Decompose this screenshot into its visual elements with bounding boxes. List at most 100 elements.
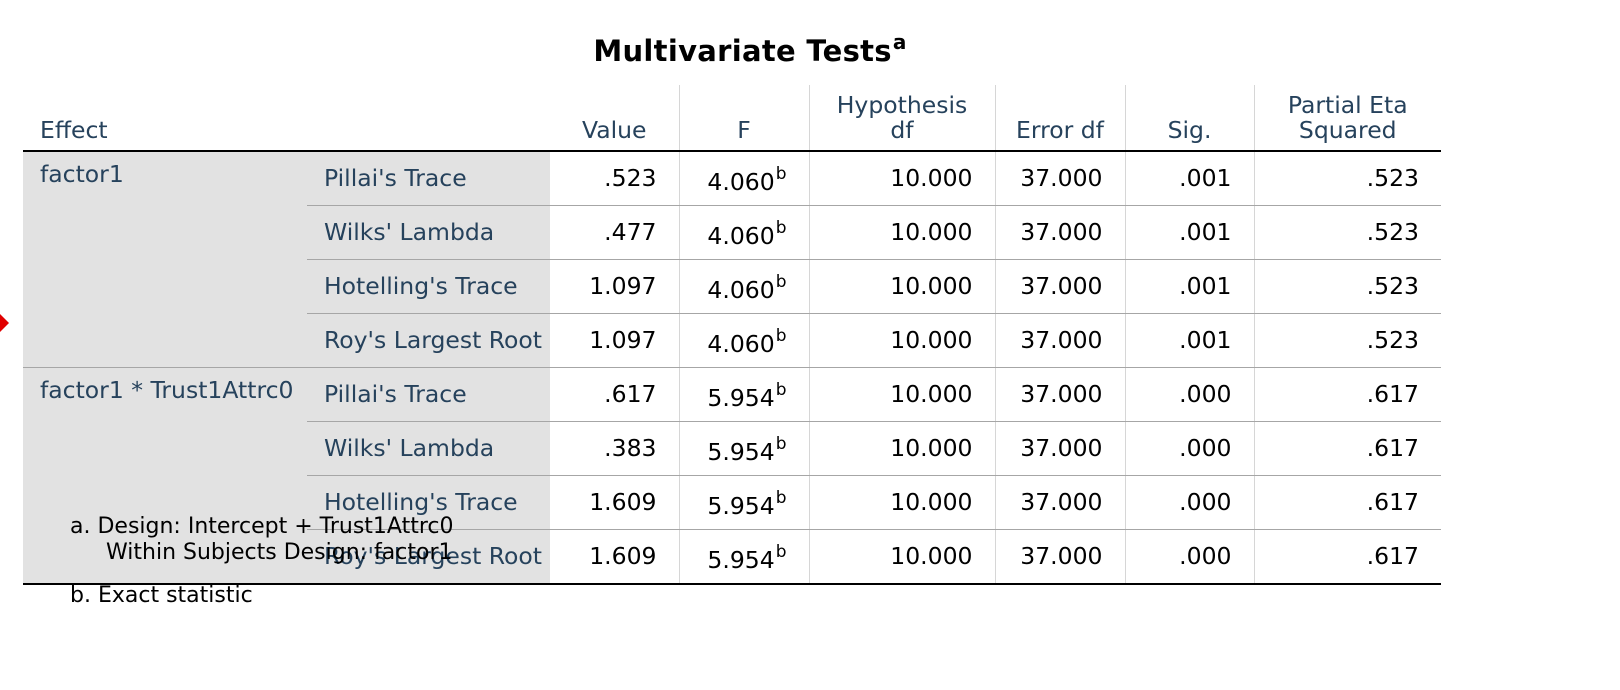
sig-cell: .000: [1124, 475, 1254, 530]
value-cell: .477: [550, 205, 679, 260]
footnote-b: b. Exact statistic: [70, 583, 253, 608]
f-value: 4.060: [707, 168, 775, 196]
statistic-label: Pillai's Trace: [307, 367, 550, 422]
f-value: 5.954: [707, 492, 775, 520]
table-row: Wilks' Lambda .477 4.060b 10.000 37.000.001.…: [23, 205, 1441, 260]
sig-cell: .000: [1124, 367, 1254, 422]
table-title: Multivariate Testsa: [0, 30, 1500, 68]
value-cell: 1.609: [550, 475, 679, 530]
error-df-cell: 37.000: [994, 259, 1125, 314]
error-df-cell: 37.000: [994, 475, 1125, 530]
f-value: 5.954: [707, 438, 775, 466]
f-footnote-mark: b: [775, 488, 787, 508]
hypothesis-df-cell: 10.000: [808, 367, 995, 422]
value-cell: 1.097: [550, 259, 679, 314]
error-df-cell: 37.000: [994, 421, 1125, 476]
partial-eta-squared-cell: .617: [1253, 529, 1441, 585]
error-df-cell: 37.000: [994, 313, 1125, 368]
sig-cell: .001: [1124, 259, 1254, 314]
table-row: Roy's Largest Root 1.097 4.060b 10.000 37.00…: [23, 313, 1441, 368]
value-cell: 1.609: [550, 529, 679, 585]
value-cell: .383: [550, 421, 679, 476]
error-df-cell: 37.000: [994, 151, 1125, 206]
header-hypothesis-df-line1: Hypothesis: [836, 91, 968, 119]
partial-eta-squared-cell: .523: [1253, 205, 1441, 260]
value-cell: 1.097: [550, 313, 679, 368]
statistic-label: Wilks' Lambda: [307, 421, 550, 476]
table-row: factor1 * Trust1Attrc0 Pillai's Trace .617…: [23, 367, 1441, 585]
f-value: 5.954: [707, 546, 775, 574]
error-df-cell: 37.000: [994, 205, 1125, 260]
f-footnote-mark: b: [775, 380, 787, 400]
f-value: 5.954: [707, 384, 775, 412]
header-effect: Effect: [40, 116, 108, 144]
header-row: Effect Value F Hypothesis df Error df Sig…: [23, 85, 1441, 151]
hypothesis-df-cell: 10.000: [808, 259, 995, 314]
f-footnote-mark: b: [775, 542, 787, 562]
table-title-text: Multivariate Tests: [593, 34, 892, 68]
header-error-df: Error df: [994, 85, 1125, 151]
table-row: Wilks' Lambda .383 5.954b 10.000 37.000.000.…: [23, 421, 1441, 476]
hypothesis-df-cell: 10.000: [808, 313, 995, 368]
value-cell: .523: [550, 151, 679, 206]
error-df-cell: 37.000: [994, 367, 1125, 422]
f-cell: 4.060b: [678, 151, 809, 206]
f-cell: 4.060b: [678, 259, 809, 314]
partial-eta-squared-cell: .523: [1253, 151, 1441, 206]
statistic-label: Roy's Largest Root: [307, 313, 550, 368]
header-pes-line2: Squared: [1298, 116, 1397, 144]
table-row: factor1 Pillai's Trace .523 4.060b 10.000 37.…: [23, 151, 1441, 368]
f-footnote-mark: b: [775, 164, 787, 184]
effect-label: factor1 * Trust1Attrc0: [23, 367, 307, 585]
f-footnote-mark: b: [775, 434, 787, 454]
multivariate-tests-table: Effect Value F Hypothesis df Error df Sig…: [23, 85, 1441, 585]
f-footnote-mark: b: [775, 272, 787, 292]
f-cell: 5.954b: [678, 367, 809, 422]
header-pes-line1: Partial Eta: [1287, 91, 1408, 119]
table-row: Hotelling's Trace 1.097 4.060b 10.000 37.000…: [23, 259, 1441, 314]
hypothesis-df-cell: 10.000: [808, 475, 995, 530]
header-sig: Sig.: [1124, 85, 1254, 151]
table-row: Roy's Largest Root 1.609 5.954b 10.000 37.00…: [23, 529, 1441, 585]
statistic-label: Pillai's Trace: [307, 151, 550, 206]
f-footnote-mark: b: [775, 326, 787, 346]
header-value: Value: [581, 116, 647, 144]
sig-cell: .001: [1124, 313, 1254, 368]
table-footnotes: a. Design: Intercept + Trust1Attrc0 With…: [70, 514, 453, 609]
footnote-a-line1: a. Design: Intercept + Trust1Attrc0: [70, 514, 454, 539]
sig-cell: .001: [1124, 205, 1254, 260]
statistic-label: Hotelling's Trace: [307, 259, 550, 314]
header-hypothesis-df-line2: df: [890, 116, 914, 144]
header-partial-eta-squared: Partial Eta Squared: [1253, 85, 1441, 151]
f-value: 4.060: [707, 276, 775, 304]
hypothesis-df-cell: 10.000: [808, 421, 995, 476]
partial-eta-squared-cell: .617: [1253, 421, 1441, 476]
value-cell: .617: [550, 367, 679, 422]
selection-marker-icon: [0, 314, 9, 332]
statistic-label: Wilks' Lambda: [307, 205, 550, 260]
f-cell: 5.954b: [678, 475, 809, 530]
sig-cell: .000: [1124, 421, 1254, 476]
partial-eta-squared-cell: .523: [1253, 259, 1441, 314]
f-cell: 4.060b: [678, 205, 809, 260]
partial-eta-squared-cell: .617: [1253, 367, 1441, 422]
f-cell: 5.954b: [678, 421, 809, 476]
f-value: 4.060: [707, 330, 775, 358]
error-df-cell: 37.000: [994, 529, 1125, 585]
sig-cell: .001: [1124, 151, 1254, 206]
effect-label: factor1: [23, 151, 307, 368]
header-hypothesis-df: Hypothesis df: [808, 85, 995, 151]
hypothesis-df-cell: 10.000: [808, 151, 995, 206]
title-footnote-mark: a: [892, 30, 907, 54]
statistic-label: Roy's Largest Root: [307, 529, 550, 585]
sig-cell: .000: [1124, 529, 1254, 585]
f-footnote-mark: b: [775, 218, 787, 238]
header-f: F: [678, 85, 809, 151]
footnote-a-line2: Within Subjects Design: factor1: [106, 540, 453, 565]
table-body: factor1 Pillai's Trace .523 4.060b 10.000 37.…: [23, 151, 1441, 585]
hypothesis-df-cell: 10.000: [808, 529, 995, 585]
f-cell: 5.954b: [678, 529, 809, 585]
partial-eta-squared-cell: .523: [1253, 313, 1441, 368]
partial-eta-squared-cell: .617: [1253, 475, 1441, 530]
hypothesis-df-cell: 10.000: [808, 205, 995, 260]
